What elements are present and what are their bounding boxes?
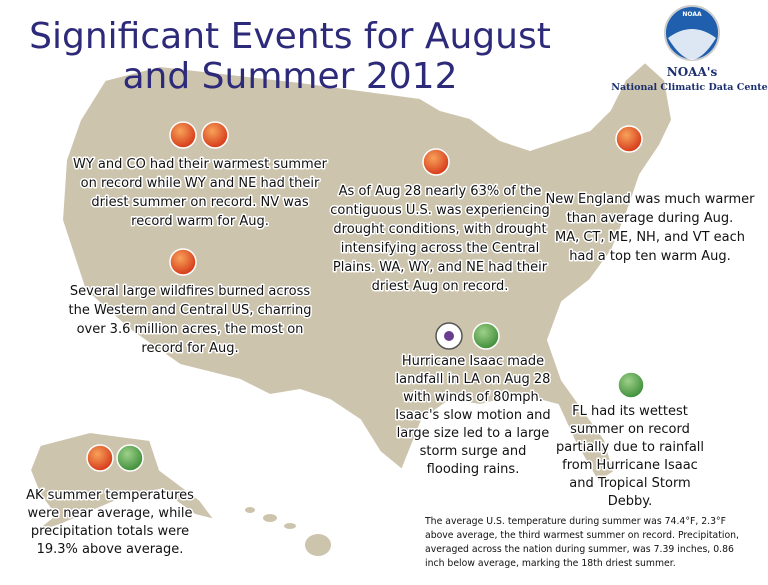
- alaska: [28, 430, 218, 536]
- annotation-line: with winds of 80mph.: [403, 390, 543, 405]
- annotation-line: precipitation totals were: [31, 524, 189, 539]
- annotation-line: AK summer temperatures: [26, 488, 194, 503]
- fire-icon: [169, 248, 197, 276]
- contiguous-us: [60, 60, 674, 484]
- footnote-line: inch below average, marking the 18th dri…: [425, 558, 676, 569]
- hawaii: [243, 505, 333, 558]
- annotation-line: FL had its wettest: [572, 404, 688, 419]
- annotation-line: record warm for Aug.: [131, 214, 269, 229]
- annotation-line: from Hurricane Isaac: [562, 458, 698, 473]
- rain-icon: [116, 444, 144, 472]
- logo-org: National Climatic Data Center: [611, 82, 768, 93]
- annotation-line: contiguous U.S. was experiencing: [330, 203, 549, 218]
- heat-icon: [615, 125, 643, 153]
- annotation-line: MA, CT, ME, NH, and VT each: [555, 230, 745, 245]
- annotation-line: As of Aug 28 nearly 63% of the: [339, 184, 542, 199]
- annotation-line: Debby.: [608, 494, 652, 509]
- annotation-line: Plains. WA, WY, and NE had their: [333, 260, 548, 275]
- annotation-line: Several large wildfires burned across: [70, 284, 310, 299]
- annotation-line: Isaac's slow motion and: [395, 408, 550, 423]
- icons: [86, 121, 645, 472]
- annotation-line: Hurricane Isaac made: [402, 354, 544, 369]
- heat-icon: [201, 121, 229, 149]
- rain-icon: [617, 371, 645, 399]
- title: and Summer 2012: [123, 56, 458, 97]
- drought-icon: [422, 148, 450, 176]
- annotation-line: drought conditions, with drought: [333, 222, 546, 237]
- annotation-line: storm surge and: [420, 444, 527, 459]
- annotation-line: intensifying across the Central: [341, 241, 539, 256]
- logo-badge: NOAA: [682, 11, 702, 18]
- annotation-line: WY and CO had their warmest summer: [73, 157, 328, 172]
- annotation-line: and Tropical Storm: [569, 476, 690, 491]
- heat-icon: [86, 444, 114, 472]
- annotation-line: landfall in LA on Aug 28: [396, 372, 551, 387]
- annotation-line: New England was much warmer: [545, 192, 755, 207]
- surge-icon: [472, 322, 500, 350]
- footnote-line: averaged across the nation during summer…: [425, 544, 734, 555]
- footnote-line: above average, the third warmest summer …: [425, 530, 739, 541]
- annotation-line: over 3.6 million acres, the most on: [77, 322, 304, 337]
- annotation-line: partially due to rainfall: [556, 440, 704, 455]
- logo-name: NOAA's: [667, 65, 718, 79]
- annotation-line: driest Aug on record.: [372, 279, 509, 294]
- heat-icon: [169, 121, 197, 149]
- annotation-line: large size led to a large: [397, 426, 550, 441]
- annotation-line: than average during Aug.: [567, 211, 734, 226]
- annotation-line: driest summer on record. NV was: [91, 195, 308, 210]
- logo: NOAA NOAA's National Climatic Data Cente…: [611, 5, 768, 93]
- annotation-line: flooding rains.: [427, 462, 520, 477]
- footnote-line: The average U.S. temperature during summ…: [424, 516, 726, 527]
- map: [28, 60, 674, 558]
- annotation-line: the Western and Central US, charring: [69, 303, 312, 318]
- annotation-line: record for Aug.: [141, 341, 238, 356]
- annotation-line: 19.3% above average.: [37, 542, 184, 557]
- annotation-line: had a top ten warm Aug.: [569, 249, 731, 264]
- annotation-line: on record while WY and NE had their: [81, 176, 320, 191]
- annotation-line: summer on record: [570, 422, 690, 437]
- annotation-line: were near average, while: [27, 506, 192, 521]
- title: Significant Events for August: [29, 16, 551, 57]
